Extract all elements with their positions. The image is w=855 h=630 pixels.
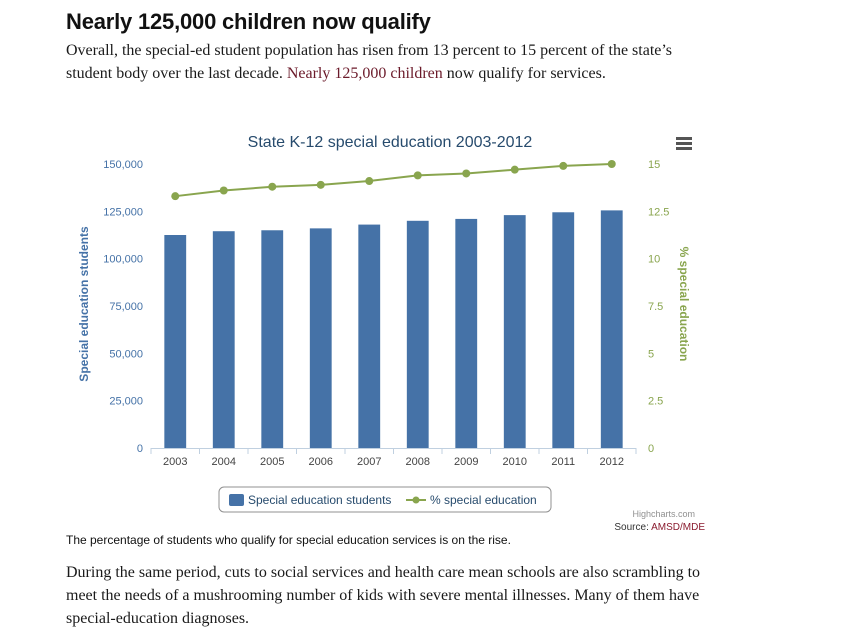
percent-point-2004[interactable] [219, 186, 228, 195]
x-tick-label: 2003 [163, 456, 187, 468]
x-tick-label: 2004 [212, 456, 236, 468]
right-axis-title: % special education [677, 247, 691, 362]
x-tick-label: 2006 [309, 456, 333, 468]
x-tick-label: 2011 [551, 456, 575, 468]
x-tick-label: 2012 [600, 456, 624, 468]
x-tick-label: 2010 [503, 456, 527, 468]
left-tick-label: 0 [137, 443, 143, 455]
chart-title: State K-12 special education 2003-2012 [248, 134, 533, 151]
bar-2005[interactable] [261, 230, 284, 448]
legend-item-students[interactable]: Special education students [229, 493, 391, 507]
bar-2007[interactable] [358, 224, 381, 448]
percent-point-2012[interactable] [607, 160, 616, 168]
intro-text-end: now qualify for services. [442, 65, 606, 82]
x-tick-label: 2007 [357, 456, 381, 468]
body-paragraph: During the same period, cuts to social s… [66, 564, 701, 627]
legend-label-percent: % special education [430, 493, 537, 507]
left-tick-label: 75,000 [109, 301, 143, 313]
bar-2006[interactable] [309, 228, 332, 448]
percent-point-2003[interactable] [171, 192, 180, 201]
bar-2004[interactable] [212, 231, 235, 448]
left-tick-label: 125,000 [103, 206, 143, 218]
chart-menu-button[interactable] [674, 134, 694, 154]
left-axis-title: Special education students [77, 226, 91, 382]
intro-paragraph: Overall, the special-ed student populati… [66, 39, 706, 85]
percent-point-2008[interactable] [413, 171, 422, 180]
x-tick-label: 2009 [454, 456, 478, 468]
percent-point-2007[interactable] [365, 177, 374, 186]
percent-point-2009[interactable] [462, 169, 471, 178]
legend-item-percent[interactable]: % special education [406, 493, 537, 507]
percent-point-2011[interactable] [559, 161, 568, 170]
x-tick-label: 2005 [260, 456, 284, 468]
left-tick-label: 100,000 [103, 254, 143, 266]
intro-text-start: Overall, the special-ed student populati… [66, 42, 673, 82]
right-tick-label: 0 [648, 443, 654, 455]
hamburger-icon [676, 137, 692, 150]
bar-2011[interactable] [552, 212, 575, 448]
intro-link[interactable]: Nearly 125,000 children [286, 65, 443, 82]
right-tick-label: 7.5 [648, 301, 663, 313]
right-tick-label: 12.5 [648, 206, 669, 218]
percent-point-2005[interactable] [268, 182, 277, 191]
article-headline: Nearly 125,000 children now qualify [66, 9, 431, 34]
special-education-chart: State K-12 special education 2003-2012 0… [77, 134, 694, 513]
left-tick-label: 25,000 [109, 396, 143, 408]
chart-legend: Special education students % special edu… [218, 486, 552, 513]
legend-swatch-students [229, 494, 244, 506]
bar-2010[interactable] [503, 215, 526, 448]
right-tick-label: 10 [648, 254, 660, 266]
source-label: Source: [614, 522, 652, 533]
left-tick-label: 150,000 [103, 159, 143, 171]
legend-marker-percent [412, 496, 420, 504]
percent-line [175, 163, 612, 198]
source-link[interactable]: AMSD/MDE [651, 522, 705, 533]
bar-2009[interactable] [455, 218, 478, 448]
left-tick-label: 50,000 [109, 348, 143, 360]
highcharts-credit[interactable]: Highcharts.com [632, 509, 695, 519]
bar-2008[interactable] [406, 220, 429, 448]
bar-2003[interactable] [164, 235, 187, 448]
legend-label-students: Special education students [248, 493, 391, 507]
source-line: Source: AMSD/MDE [614, 522, 705, 533]
chart-caption: The percentage of students who qualify f… [66, 533, 511, 547]
x-tick-label: 2008 [406, 456, 430, 468]
right-tick-label: 2.5 [648, 396, 663, 408]
percent-point-2010[interactable] [510, 165, 519, 174]
bar-2012[interactable] [600, 210, 623, 448]
right-tick-label: 5 [648, 348, 654, 360]
percent-point-2006[interactable] [316, 180, 325, 189]
right-tick-label: 15 [648, 159, 660, 171]
